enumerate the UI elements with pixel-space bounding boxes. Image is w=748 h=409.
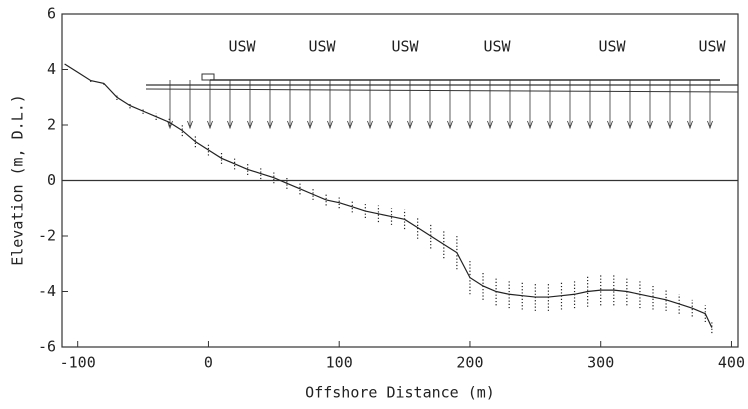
profile-line [64, 63, 713, 328]
y-axis-label: Elevation (m, D.L.) [9, 94, 27, 266]
arrow-head [307, 120, 313, 130]
arrow-head [527, 120, 533, 130]
arrow-head [287, 120, 293, 130]
arrow-head [587, 120, 593, 130]
arrow-head [667, 120, 673, 130]
arrow-head [567, 120, 573, 130]
y-tick-label: -2 [38, 227, 56, 245]
arrow-head [267, 120, 273, 130]
arrow-head [327, 120, 333, 130]
x-tick-label: 200 [456, 354, 483, 372]
x-tick-label: 400 [718, 354, 745, 372]
usw-label: USW [391, 38, 419, 56]
usw-label: USW [483, 38, 511, 56]
x-axis-label: Offshore Distance (m) [305, 384, 495, 402]
arrow-head [707, 120, 713, 130]
arrow-head [547, 120, 553, 130]
pier [145, 73, 739, 93]
x-tick-label: -100 [60, 354, 96, 372]
y-tick-label: -4 [38, 282, 56, 300]
arrow-head [207, 120, 213, 130]
arrow-head [627, 120, 633, 130]
y-tick-label: 4 [47, 60, 56, 78]
arrow-head [387, 120, 393, 130]
arrow-head [607, 120, 613, 130]
arrow-head [447, 120, 453, 130]
arrow-head [347, 120, 353, 130]
arrow-head [487, 120, 493, 130]
y-tick-label: 6 [47, 5, 56, 23]
y-tick-label: 2 [47, 116, 56, 134]
usw-label: USW [228, 38, 256, 56]
arrow-head [467, 120, 473, 130]
arrow-head [227, 120, 233, 130]
x-tick-label: 300 [587, 354, 614, 372]
y-tick-label: -6 [38, 338, 56, 356]
y-tick-label: 0 [47, 171, 56, 189]
usw-label: USW [698, 38, 726, 56]
arrow-head [687, 120, 693, 130]
pier-line [145, 88, 739, 93]
arrow-head [647, 120, 653, 130]
x-tick-label: 0 [204, 354, 213, 372]
usw-label: USW [308, 38, 336, 56]
arrow-head [407, 120, 413, 130]
x-tick-label: 100 [326, 354, 353, 372]
usw-label: USW [598, 38, 626, 56]
arrow-head [247, 120, 253, 130]
arrow-head [427, 120, 433, 130]
arrow-head [367, 120, 373, 130]
arrow-head [507, 120, 513, 130]
arrow-head [187, 120, 193, 130]
pier-house [201, 73, 215, 81]
